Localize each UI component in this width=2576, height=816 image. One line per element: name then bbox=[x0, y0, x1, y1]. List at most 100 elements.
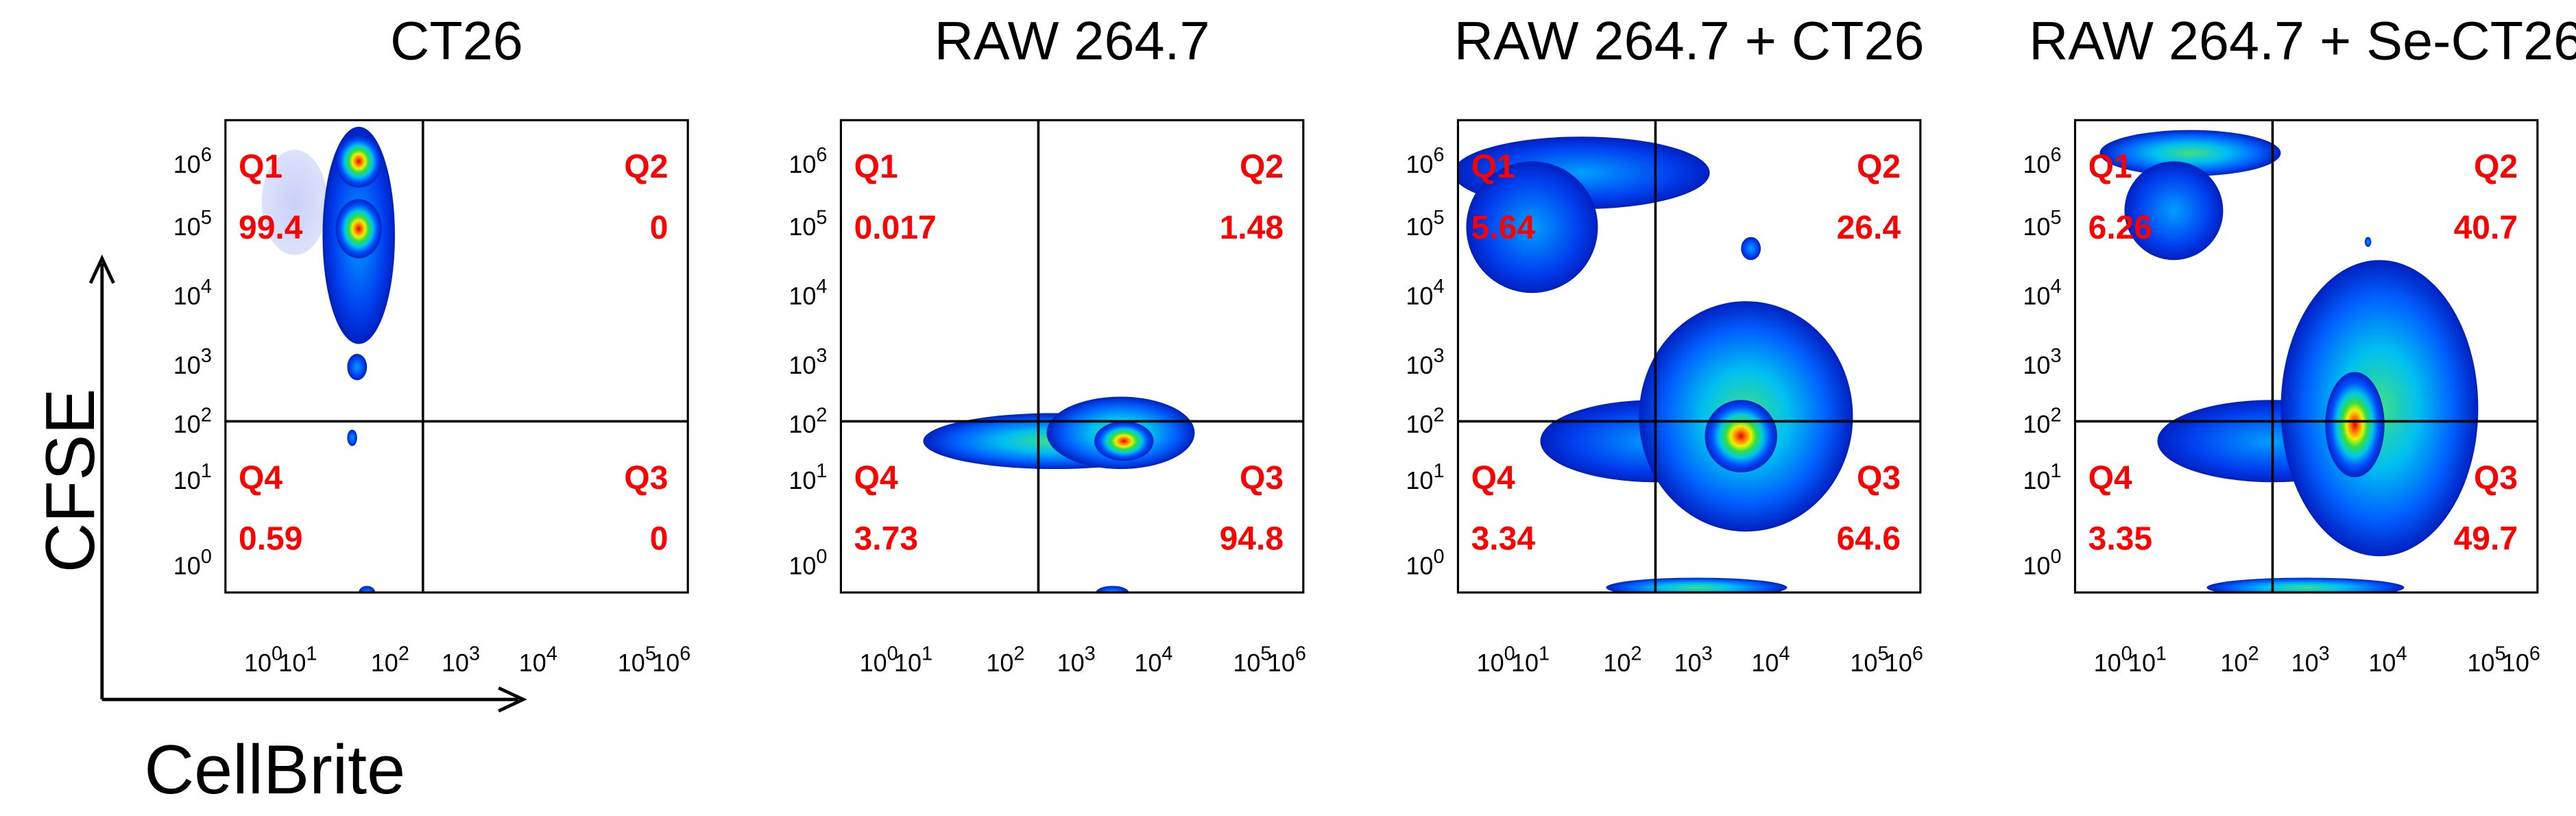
density-blob bbox=[2124, 161, 2224, 261]
x-tick-label-exp: 2 bbox=[1630, 643, 1641, 664]
x-tick-label-exp: 5 bbox=[2494, 643, 2505, 664]
x-tick-label-base: 10 bbox=[860, 649, 887, 677]
x-tick-label: 102 bbox=[986, 643, 1024, 677]
quadrant-label: Q4 bbox=[2089, 460, 2132, 496]
y-axis-label: CFSE bbox=[32, 388, 109, 573]
x-tick-label: 104 bbox=[1751, 643, 1790, 677]
y-tick-label: 102 bbox=[2023, 404, 2061, 438]
y-tick-label: 104 bbox=[173, 276, 212, 310]
quadrant-value: 0.59 bbox=[239, 521, 302, 557]
density-blob bbox=[1741, 237, 1761, 261]
y-tick-label: 106 bbox=[2023, 144, 2061, 178]
y-tick-label-exp: 5 bbox=[816, 206, 827, 228]
quadrant-label: Q4 bbox=[1471, 460, 1515, 496]
y-tick-label-base: 10 bbox=[789, 552, 816, 580]
y-tick-label: 103 bbox=[173, 345, 212, 379]
density bbox=[2099, 130, 2479, 593]
y-tick-label-base: 10 bbox=[1406, 466, 1433, 494]
x-tick-label-exp: 4 bbox=[1779, 643, 1790, 664]
x-tick-label-base: 10 bbox=[1057, 649, 1085, 677]
y-tick-label: 101 bbox=[1406, 460, 1444, 494]
y-tick-label: 106 bbox=[1406, 144, 1444, 178]
quadrant-value: 1.48 bbox=[1220, 210, 1284, 246]
quadrant-label: Q1 bbox=[1471, 149, 1515, 185]
y-tick-label-base: 10 bbox=[2023, 282, 2050, 310]
density-blob bbox=[2099, 130, 2281, 176]
quadrant-value: 40.7 bbox=[2454, 210, 2518, 246]
x-tick-label-base: 10 bbox=[2128, 649, 2156, 677]
quadrant-value: 6.26 bbox=[2089, 210, 2152, 246]
y-tick-label: 105 bbox=[173, 206, 212, 241]
x-tick-label: 100 bbox=[244, 643, 282, 677]
x-tick-label-exp: 5 bbox=[1877, 643, 1888, 664]
panel: RAW 264.7 + Se-CT26106105104103102101100… bbox=[2023, 10, 2576, 677]
x-tick-label-exp: 1 bbox=[922, 643, 932, 664]
x-tick-label: 100 bbox=[860, 643, 898, 677]
y-tick-label: 101 bbox=[789, 460, 827, 494]
x-tick-label-base: 10 bbox=[894, 649, 922, 677]
x-tick-label-exp: 2 bbox=[2248, 643, 2259, 664]
y-tick-label-base: 10 bbox=[1406, 150, 1433, 178]
density-blob bbox=[1705, 400, 1778, 472]
x-tick-label-base: 10 bbox=[2094, 649, 2121, 677]
x-tick-label-base: 10 bbox=[1477, 649, 1504, 677]
y-tick-label: 101 bbox=[173, 460, 212, 494]
density-blob bbox=[347, 354, 368, 381]
y-tick-label-base: 10 bbox=[789, 213, 816, 241]
x-tick-label: 102 bbox=[371, 643, 409, 677]
panel-title: CT26 bbox=[390, 10, 523, 71]
y-tick-label-base: 10 bbox=[2023, 351, 2050, 379]
y-tick-label-exp: 2 bbox=[1433, 404, 1444, 426]
plot-frame bbox=[2073, 119, 2539, 594]
y-tick-label-exp: 2 bbox=[201, 404, 212, 426]
x-tick-label-exp: 0 bbox=[272, 643, 282, 664]
quadrant-value: 64.6 bbox=[1837, 521, 1901, 557]
x-tick-label: 103 bbox=[2291, 643, 2330, 677]
x-tick-label-base: 10 bbox=[442, 649, 469, 677]
x-tick-label-base: 10 bbox=[1751, 649, 1779, 677]
quadrant-label: Q3 bbox=[2474, 460, 2518, 496]
x-tick-label-exp: 6 bbox=[2529, 643, 2540, 664]
x-tick-label-exp: 1 bbox=[1539, 643, 1550, 664]
y-tick-label-exp: 0 bbox=[2050, 546, 2061, 568]
y-tick-label: 100 bbox=[1406, 546, 1444, 580]
y-tick-label-exp: 4 bbox=[1433, 276, 1444, 298]
quadrant-label: Q3 bbox=[1857, 460, 1901, 496]
y-tick-label-base: 10 bbox=[1406, 410, 1433, 438]
x-tick-label-base: 10 bbox=[278, 649, 306, 677]
panel: RAW 264.7 + CT26106105104103102101100100… bbox=[1406, 10, 1924, 677]
quadrant-label: Q1 bbox=[854, 149, 898, 185]
y-tick-label-exp: 5 bbox=[2050, 206, 2061, 228]
quadrant-label: Q1 bbox=[239, 149, 282, 185]
x-tick-label-base: 10 bbox=[519, 649, 546, 677]
density bbox=[261, 126, 396, 593]
x-tick-label: 101 bbox=[1511, 643, 1550, 677]
y-tick-label-base: 10 bbox=[2023, 150, 2050, 178]
y-tick-label-base: 10 bbox=[1406, 552, 1433, 580]
y-tick-label: 104 bbox=[789, 276, 827, 310]
x-tick-label-exp: 4 bbox=[2396, 643, 2407, 664]
y-tick-label-exp: 6 bbox=[201, 144, 212, 166]
y-tick-label: 100 bbox=[789, 546, 827, 580]
y-tick-label-exp: 6 bbox=[2050, 144, 2061, 166]
x-tick-label-exp: 6 bbox=[679, 643, 690, 664]
x-tick-label: 106 bbox=[1268, 643, 1306, 677]
x-tick-label: 101 bbox=[278, 643, 317, 677]
y-tick-label-base: 10 bbox=[173, 552, 201, 580]
panel-title: RAW 264.7 bbox=[935, 10, 1210, 71]
y-tick-label-exp: 4 bbox=[2050, 276, 2061, 298]
panel-title: RAW 264.7 + CT26 bbox=[1454, 10, 1925, 71]
x-tick-label-base: 10 bbox=[1511, 649, 1539, 677]
x-tick-label: 102 bbox=[2220, 643, 2259, 677]
y-tick-label-exp: 5 bbox=[1433, 206, 1444, 228]
quadrant-value: 26.4 bbox=[1837, 210, 1901, 246]
y-tick-label-base: 10 bbox=[173, 410, 201, 438]
y-tick-label-base: 10 bbox=[789, 282, 816, 310]
y-tick-label: 105 bbox=[2023, 206, 2061, 241]
quadrant-value: 3.35 bbox=[2089, 521, 2152, 557]
x-tick-label-exp: 0 bbox=[887, 643, 898, 664]
y-tick-label-exp: 5 bbox=[201, 206, 212, 228]
quadrant-label: Q1 bbox=[2089, 149, 2132, 185]
y-arrowhead bbox=[88, 254, 115, 284]
